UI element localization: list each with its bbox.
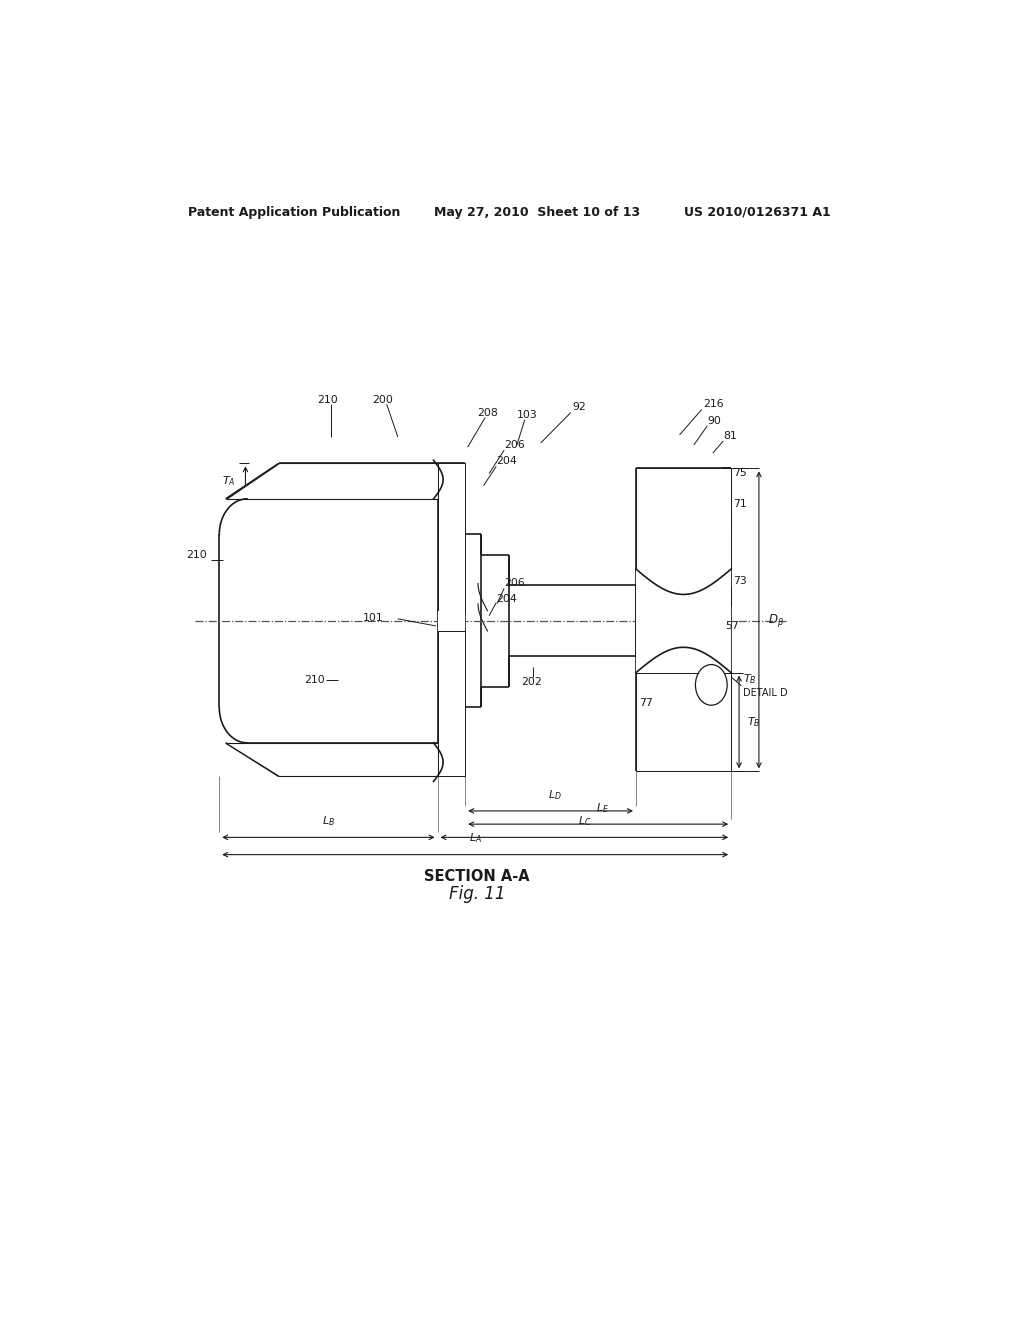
Text: SECTION A-A: SECTION A-A	[424, 870, 530, 884]
Text: 71: 71	[733, 499, 746, 510]
Text: 204: 204	[497, 457, 517, 466]
Text: $T_B$: $T_B$	[743, 672, 757, 685]
Bar	[636, 673, 731, 771]
Bar	[636, 469, 731, 569]
Text: $T_B$: $T_B$	[748, 715, 761, 729]
Text: $L_C$: $L_C$	[578, 814, 591, 828]
Text: Patent Application Publication: Patent Application Publication	[187, 206, 400, 219]
Polygon shape	[225, 463, 437, 499]
Text: DETAIL D: DETAIL D	[743, 688, 787, 698]
Text: $D_\beta$: $D_\beta$	[768, 612, 784, 630]
Text: $L_D$: $L_D$	[548, 788, 561, 801]
Bar	[437, 463, 465, 611]
Bar	[219, 499, 437, 743]
Circle shape	[695, 664, 727, 705]
Text: 81: 81	[723, 430, 737, 441]
Text: 204: 204	[497, 594, 517, 603]
Text: 57: 57	[725, 620, 738, 631]
Text: 210: 210	[186, 550, 207, 560]
Text: $L_B$: $L_B$	[322, 814, 335, 828]
Text: 210: 210	[316, 395, 338, 405]
Bar	[636, 569, 731, 673]
Text: May 27, 2010  Sheet 10 of 13: May 27, 2010 Sheet 10 of 13	[433, 206, 640, 219]
Text: 206: 206	[504, 578, 525, 589]
Text: 77: 77	[639, 698, 653, 709]
Text: 75: 75	[733, 469, 746, 478]
Bar	[437, 611, 465, 631]
Text: Fig. 11: Fig. 11	[449, 886, 506, 903]
Text: 208: 208	[477, 408, 498, 417]
Bar	[465, 535, 636, 708]
Text: $T_A$: $T_A$	[222, 474, 236, 488]
Text: 216: 216	[703, 400, 724, 409]
Text: 202: 202	[521, 677, 543, 686]
Text: 101: 101	[362, 612, 384, 623]
Bar	[636, 673, 731, 771]
Text: $L_E$: $L_E$	[596, 801, 608, 814]
Text: 92: 92	[572, 403, 586, 412]
Text: 200: 200	[373, 395, 393, 405]
Polygon shape	[225, 743, 437, 776]
Bar	[636, 469, 731, 569]
Bar	[437, 631, 465, 776]
Bar	[437, 463, 465, 611]
Text: US 2010/0126371 A1: US 2010/0126371 A1	[684, 206, 830, 219]
Text: $L_A$: $L_A$	[469, 832, 481, 846]
Text: 90: 90	[708, 416, 721, 425]
Bar	[437, 631, 465, 776]
Text: 206: 206	[504, 440, 525, 450]
Text: 210: 210	[304, 675, 325, 685]
Text: 103: 103	[517, 409, 538, 420]
Text: 73: 73	[733, 577, 746, 586]
